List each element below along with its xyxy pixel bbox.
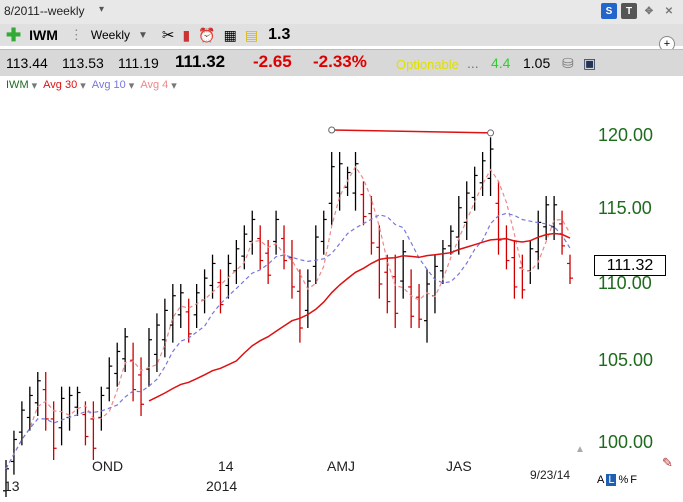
- x-label-14: 14: [218, 458, 234, 474]
- quote-ellipsis: ...: [467, 55, 479, 71]
- quote-high: 113.53: [62, 55, 104, 71]
- quote-change: -2.65: [253, 52, 292, 71]
- last-price-marker: 111.32: [594, 255, 666, 276]
- quote-bar: 113.44 113.53 111.19 111.32 -2.65 -2.33%…: [0, 49, 683, 77]
- trendline: [331, 129, 491, 134]
- chart-footer-tabs: A L % F: [597, 474, 637, 486]
- close-icon[interactable]: ✕: [664, 5, 674, 17]
- save-icon[interactable]: ▣: [583, 55, 597, 71]
- toolbar-value: 1.3: [268, 26, 291, 43]
- legend-avg4[interactable]: Avg 4: [140, 79, 169, 91]
- period-select[interactable]: Weekly: [90, 28, 130, 42]
- legend-avg10[interactable]: Avg 10: [91, 79, 126, 91]
- quote-value2: 1.05: [523, 55, 551, 71]
- calculator-icon[interactable]: ▦: [223, 26, 237, 43]
- database-icon[interactable]: ⛁: [562, 55, 574, 71]
- x-label-13: 13: [4, 478, 20, 494]
- legend-avg10-caret[interactable]: ▾: [128, 79, 135, 92]
- y-label-120: 120.00: [598, 125, 654, 145]
- add-icon[interactable]: ✚: [6, 24, 22, 45]
- x-label-ond: OND: [92, 458, 124, 474]
- draw-tool-icon[interactable]: ✎: [662, 455, 673, 470]
- scroll-up-icon[interactable]: ▲: [575, 444, 585, 455]
- study-legend: IWM ▾ Avg 30 ▾ Avg 10 ▾ Avg 4 ▾: [0, 76, 683, 94]
- s-button[interactable]: S: [601, 3, 617, 19]
- price-chart-svg[interactable]: [0, 94, 683, 502]
- footer-tab-f[interactable]: F: [630, 474, 637, 486]
- quote-green-value: 4.4: [491, 55, 511, 71]
- footer-tab-a[interactable]: A: [597, 474, 605, 486]
- t-button[interactable]: T: [621, 3, 637, 19]
- chart-date: 9/23/14: [530, 468, 571, 482]
- x-label-jas: JAS: [446, 458, 472, 474]
- avg10-line: [5, 212, 571, 470]
- optionable-label: Optionable: [396, 57, 459, 72]
- x-label-amj: AMJ: [327, 458, 355, 474]
- symbol-field[interactable]: IWM: [29, 27, 58, 43]
- legend-symbol-caret[interactable]: ▾: [31, 79, 38, 92]
- y-label-105: 105.00: [598, 350, 654, 370]
- legend-avg30[interactable]: Avg 30: [43, 79, 78, 91]
- trendline-handle[interactable]: [328, 126, 336, 134]
- price-chart[interactable]: [0, 94, 683, 502]
- alarm-icon[interactable]: ⏰: [198, 26, 216, 43]
- grip-icon: ⋮: [69, 27, 83, 42]
- quote-change-pct: -2.33%: [313, 52, 367, 71]
- quote-low: 111.19: [118, 55, 159, 71]
- chart-toolbar: [0, 24, 683, 46]
- avg4-line: [5, 165, 571, 470]
- y-label-110: 110.00: [598, 273, 652, 293]
- legend-avg4-caret[interactable]: ▾: [171, 79, 177, 92]
- legend-avg30-caret[interactable]: ▾: [80, 79, 86, 92]
- window-title[interactable]: 8/2011--weekly: [4, 4, 85, 18]
- y-label-115: 115.00: [598, 198, 652, 218]
- quote-open: 113.44: [6, 55, 48, 71]
- x-label-2014: 2014: [206, 478, 238, 494]
- move-icon[interactable]: ✥: [644, 5, 654, 17]
- note-icon[interactable]: ▤: [244, 26, 259, 43]
- bar-chart-icon[interactable]: ▮: [182, 26, 191, 43]
- footer-tab-l[interactable]: L: [606, 474, 617, 486]
- title-dropdown-icon[interactable]: ▾: [99, 4, 105, 15]
- legend-symbol[interactable]: IWM: [6, 79, 29, 91]
- tools-icon[interactable]: ✂: [161, 27, 175, 44]
- window-titlebar: 8/2011--weekly ▾ S T ✥ ✕: [0, 0, 683, 25]
- quote-last: 111.32: [175, 52, 226, 71]
- footer-tab-pct[interactable]: %: [618, 474, 629, 486]
- period-dropdown-icon[interactable]: ▼: [137, 29, 148, 41]
- trendline-handle[interactable]: [487, 129, 495, 137]
- symbol-row: ✚ IWM ⋮ Weekly ▼ ✂ ▮ ⏰ ▦ ▤ 1.3: [0, 24, 290, 46]
- avg30-line: [148, 232, 571, 402]
- y-label-100: 100.00: [598, 432, 654, 452]
